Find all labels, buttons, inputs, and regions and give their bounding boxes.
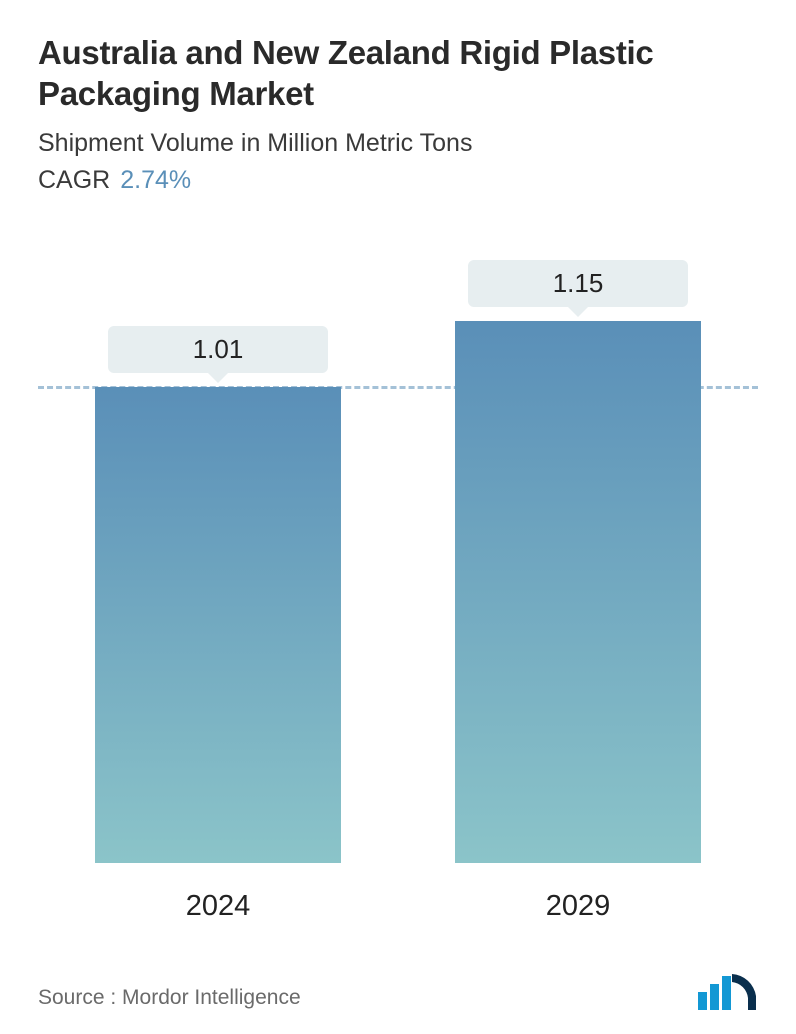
bars-wrap: 1.01 1.15 [38,243,758,863]
bar-group-0: 1.01 [88,326,348,863]
chart-title: Australia and New Zealand Rigid Plastic … [38,32,758,115]
footer: Source : Mordor Intelligence [38,972,758,1010]
bar-group-1: 1.15 [448,260,708,863]
cagr-label: CAGR [38,166,110,194]
value-badge-1: 1.15 [468,260,688,307]
chart-area: 1.01 1.15 2024 2029 [38,243,758,923]
x-axis-labels: 2024 2029 [38,890,758,923]
bar-1 [455,321,701,863]
cagr-line: CAGR 2.74% [38,166,758,195]
x-label-0: 2024 [88,890,348,923]
x-label-1: 2029 [448,890,708,923]
mordor-logo-icon [696,972,758,1010]
source-text: Source : Mordor Intelligence [38,986,301,1010]
value-badge-0: 1.01 [108,326,328,373]
chart-subtitle: Shipment Volume in Million Metric Tons [38,129,758,158]
cagr-value: 2.74% [120,166,191,194]
bar-0 [95,387,341,863]
